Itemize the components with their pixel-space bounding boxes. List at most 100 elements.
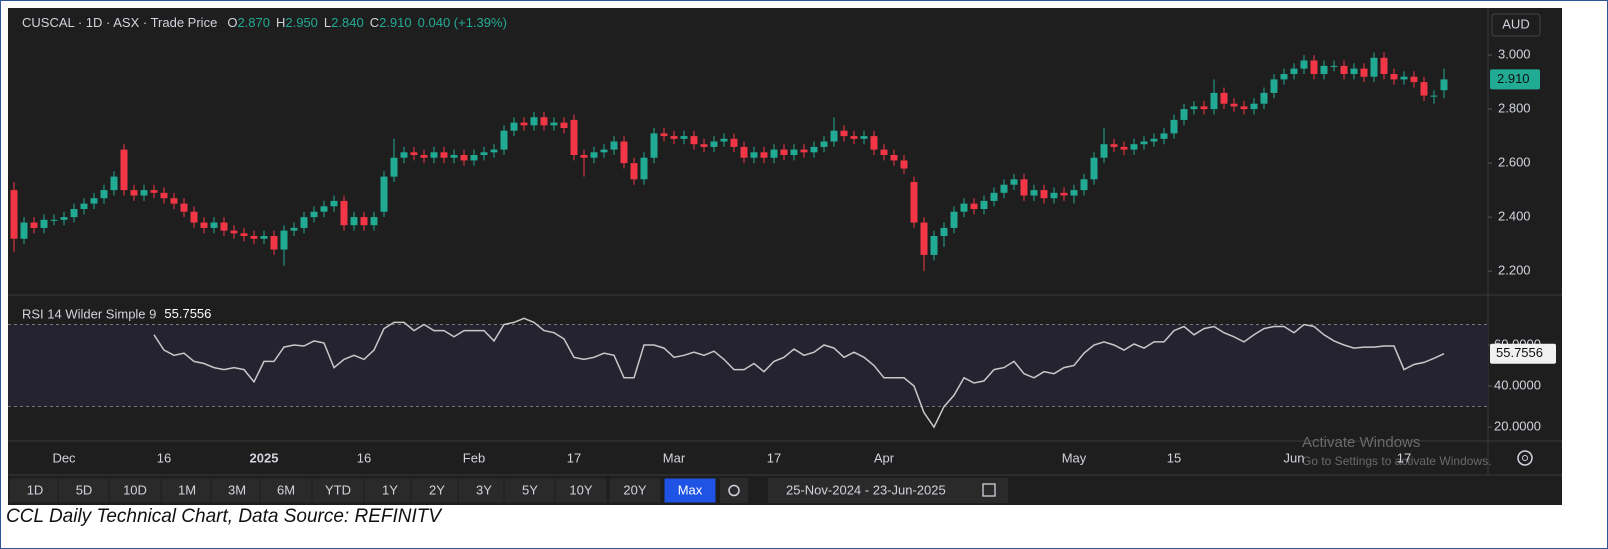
candle-body — [840, 130, 848, 137]
x-tick-label: Apr — [874, 450, 895, 465]
candle-body — [90, 198, 98, 204]
candle-body — [510, 122, 518, 131]
candle-body — [1150, 138, 1158, 142]
range-button[interactable] — [410, 477, 464, 504]
candle-body — [960, 203, 968, 212]
range-button[interactable] — [311, 477, 365, 504]
candle-body — [940, 227, 948, 237]
range-button[interactable] — [57, 477, 111, 504]
last-rsi-label: 55.7556 — [1496, 345, 1543, 360]
ohlc-label: L — [324, 15, 331, 30]
candle-body — [100, 190, 108, 199]
candle-body — [920, 222, 928, 255]
candle-body — [630, 163, 638, 180]
candle-body — [640, 157, 648, 180]
x-tick-label: May — [1062, 450, 1087, 465]
range-button-label[interactable]: 10D — [123, 482, 147, 497]
range-button-label[interactable]: 20Y — [623, 482, 646, 497]
candle-body — [220, 222, 228, 231]
ohlc-value: 2.950 — [285, 15, 318, 30]
candle-body — [1040, 190, 1048, 199]
date-range[interactable]: 25-Nov-2024 - 23-Jun-2025 — [786, 482, 946, 497]
candle-body — [790, 149, 798, 156]
y-tick-label: 3.000 — [1498, 47, 1531, 62]
range-button[interactable] — [259, 477, 313, 504]
last-rsi-tag — [1490, 343, 1556, 364]
candle-body — [330, 200, 338, 207]
candle-body — [1080, 179, 1088, 191]
settings-button[interactable] — [720, 478, 748, 503]
y-tick-label: 2.200 — [1498, 263, 1531, 278]
candle-body — [490, 149, 498, 153]
candle-body — [860, 136, 868, 139]
range-button-label[interactable]: 6M — [277, 482, 295, 497]
range-button-label[interactable]: 1Y — [382, 482, 398, 497]
candle-body — [880, 149, 888, 156]
candle-body — [1390, 73, 1398, 80]
candle-body — [1350, 68, 1358, 74]
y-tick-label: 40.0000 — [1494, 377, 1541, 392]
candle-body — [1190, 106, 1198, 110]
range-button-label[interactable]: 5Y — [522, 482, 538, 497]
candle-body — [1070, 190, 1078, 196]
watermark: Go to Settings to activate Windows. — [1302, 454, 1491, 468]
candle-body — [1120, 146, 1128, 150]
range-button-label[interactable]: 1D — [27, 482, 44, 497]
candle-body — [1300, 60, 1308, 69]
candle-body — [420, 155, 428, 158]
range-button[interactable] — [210, 477, 264, 504]
currency[interactable]: AUD — [1502, 16, 1529, 31]
candle-body — [900, 160, 908, 169]
candle-body — [1410, 76, 1418, 83]
candle-body — [280, 230, 288, 250]
range-button-label[interactable]: 2Y — [429, 482, 445, 497]
calendar-icon[interactable] — [982, 483, 996, 497]
candle-body — [1310, 60, 1318, 74]
candle-body — [720, 138, 728, 142]
candle-body — [360, 217, 368, 226]
range-button[interactable] — [663, 477, 717, 504]
range-button-label[interactable]: 3M — [228, 482, 246, 497]
range-button[interactable] — [608, 477, 662, 504]
candle-body — [780, 149, 788, 156]
range-button-label[interactable]: 3Y — [476, 482, 492, 497]
range-button[interactable] — [8, 477, 62, 504]
range-button-label[interactable]: 10Y — [569, 482, 592, 497]
settings-icon[interactable] — [1517, 450, 1533, 466]
candle-body — [1330, 65, 1338, 67]
range-button[interactable] — [554, 477, 608, 504]
candle-body — [500, 130, 508, 150]
x-tick-label: 16 — [357, 450, 371, 465]
candle-body — [1250, 103, 1258, 110]
range-button-label[interactable]: Max — [678, 482, 703, 497]
candle-body — [1430, 95, 1438, 97]
candle-body — [130, 190, 138, 196]
range-button-label[interactable]: 1M — [178, 482, 196, 497]
candle-body — [550, 122, 558, 126]
range-button[interactable] — [503, 477, 557, 504]
candle-body — [290, 227, 298, 231]
candle-body — [70, 209, 78, 218]
range-button[interactable] — [457, 477, 511, 504]
candle-body — [740, 146, 748, 158]
rsi-band — [8, 324, 1488, 407]
change: 0.040 (+1.39%) — [418, 15, 507, 30]
candle-body — [140, 190, 148, 196]
range-button-label[interactable]: 5D — [76, 482, 93, 497]
range-button-label[interactable]: YTD — [325, 482, 351, 497]
candle-body — [540, 117, 548, 126]
currency-box[interactable] — [1491, 13, 1541, 37]
settings-icon-center — [1522, 455, 1528, 461]
candle-body — [30, 222, 38, 228]
settings-icon[interactable] — [728, 484, 740, 497]
date-range-box[interactable] — [768, 478, 1008, 503]
candle-body — [310, 211, 318, 218]
x-tick-label: Mar — [663, 450, 686, 465]
range-button[interactable] — [363, 477, 417, 504]
candle-body — [40, 219, 48, 228]
candle-body — [620, 141, 628, 164]
chart-background — [8, 8, 1562, 505]
candle-body — [1380, 57, 1388, 74]
candle-body — [440, 152, 448, 158]
